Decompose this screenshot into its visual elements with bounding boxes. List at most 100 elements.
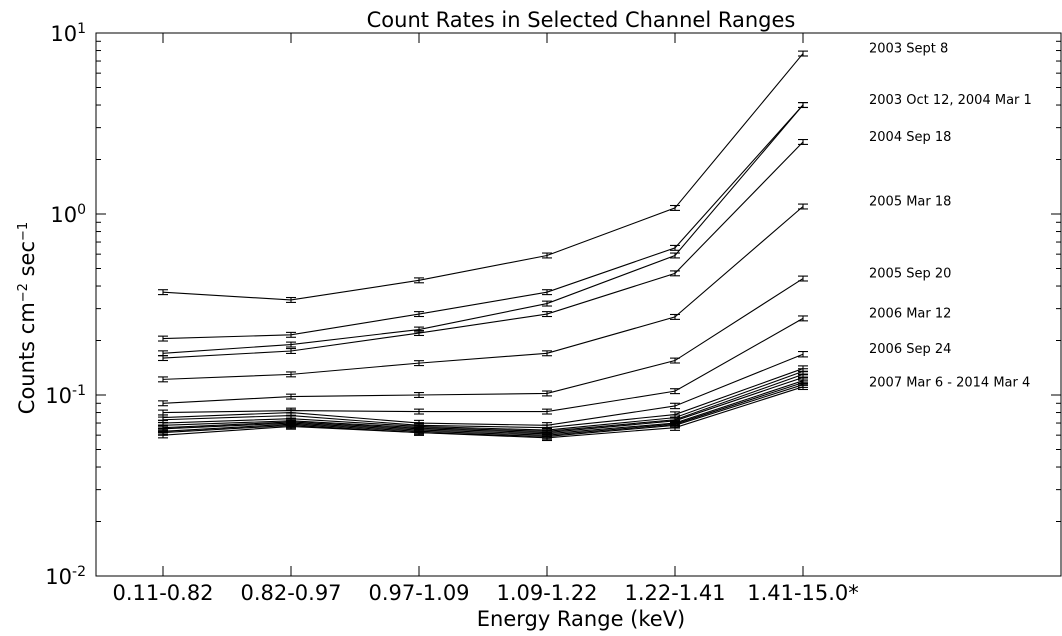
data-point — [798, 203, 808, 210]
series-4 — [158, 138, 808, 362]
data-point — [286, 348, 296, 355]
data-point — [286, 341, 296, 348]
series-line — [162, 104, 804, 354]
x-tick-label: 1.41-15.0* — [747, 581, 859, 605]
series-line — [162, 206, 804, 380]
y-tick-base: 10 — [50, 22, 77, 46]
series-annotation: 2003 Sept 8 — [869, 42, 948, 57]
series-6 — [158, 275, 808, 407]
data-point — [158, 289, 168, 296]
series-1 — [158, 50, 808, 303]
series-line — [162, 317, 804, 414]
data-point — [414, 277, 424, 284]
data-point — [414, 429, 424, 436]
data-point — [798, 50, 808, 57]
data-point — [542, 311, 552, 318]
data-point — [414, 360, 424, 367]
series-annotation: 2004 Sep 18 — [869, 130, 951, 145]
data-point — [286, 393, 296, 400]
data-point — [542, 289, 552, 296]
series-annotation: 2006 Sep 24 — [869, 342, 951, 357]
data-point — [158, 376, 168, 383]
data-point — [542, 408, 552, 415]
series-annotation: 2005 Sep 20 — [869, 267, 951, 282]
data-point — [286, 296, 296, 303]
data-point — [670, 388, 680, 395]
x-tick-label: 1.22-1.41 — [624, 581, 725, 605]
series-line — [162, 53, 804, 301]
series-line — [162, 370, 804, 431]
x-tick-label: 0.82-0.97 — [240, 581, 341, 605]
data-point — [670, 424, 680, 431]
data-point — [542, 390, 552, 397]
y-axis-label-exp1: −2 — [16, 283, 31, 302]
series-16 — [158, 383, 808, 442]
data-point — [798, 102, 808, 109]
series-line — [162, 386, 804, 439]
data-point — [158, 355, 168, 362]
data-point — [286, 423, 296, 430]
series-7 — [158, 315, 808, 416]
data-point — [286, 371, 296, 378]
data-point — [670, 252, 680, 259]
data-point — [670, 402, 680, 410]
series-line — [162, 141, 804, 359]
data-point — [798, 275, 808, 282]
y-tick-label: 10-2 — [45, 564, 86, 589]
y-tick-base: 10 — [45, 565, 72, 589]
x-axis-label: Energy Range (keV) — [477, 607, 686, 631]
y-tick-exp: 0 — [77, 202, 86, 218]
y-tick-label: 101 — [50, 21, 86, 46]
series-line — [162, 278, 804, 404]
data-point — [798, 350, 808, 358]
series-line — [162, 368, 804, 429]
series-group — [158, 50, 808, 442]
series-line — [162, 380, 804, 435]
y-axis-label-main: Counts cm — [15, 302, 39, 414]
series-annotation: 2003 Oct 12, 2004 Mar 1 — [869, 93, 1032, 108]
data-point — [542, 434, 552, 442]
series-line — [162, 104, 804, 340]
y-axis-label-mid: sec — [15, 241, 39, 283]
data-point — [286, 331, 296, 338]
x-tick-label: 1.09-1.22 — [496, 581, 597, 605]
data-point — [798, 315, 808, 322]
data-point — [670, 244, 680, 251]
series-5 — [158, 203, 808, 383]
data-point — [542, 300, 552, 307]
annotations: 2003 Sept 8 2003 Oct 12, 2004 Mar 1 2004 S… — [869, 42, 1032, 391]
y-tick-label: 100 — [50, 202, 86, 227]
data-point — [414, 392, 424, 398]
data-point — [158, 400, 168, 407]
y-axis-label: Counts cm−2 sec−1 — [15, 222, 39, 414]
series-annotation: 2005 Mar 18 — [869, 195, 951, 210]
y-axis-label-exp2: −1 — [16, 222, 31, 241]
chart-title: Count Rates in Selected Channel Ranges — [367, 8, 796, 32]
series-line — [162, 373, 804, 432]
data-point — [670, 313, 680, 320]
data-point — [414, 330, 424, 337]
series-annotation: 2007 Mar 6 - 2014 Mar 4 — [869, 376, 1030, 391]
series-line — [162, 353, 804, 426]
y-tick-base: 10 — [50, 203, 77, 227]
series-2 — [158, 102, 808, 342]
data-point — [542, 252, 552, 259]
data-point — [414, 408, 424, 415]
data-point — [158, 431, 168, 439]
y-tick-exp: 1 — [77, 21, 86, 37]
data-point — [798, 138, 808, 145]
x-tick-label: 0.97-1.09 — [368, 581, 469, 605]
data-point — [414, 311, 424, 318]
y-tick-exp: -2 — [72, 564, 86, 580]
plot-area — [95, 32, 1062, 577]
data-point — [798, 383, 808, 391]
x-tick-label: 0.11-0.82 — [112, 581, 213, 605]
y-tick-exp: -1 — [72, 383, 86, 399]
y-tick-label: 10-1 — [45, 383, 86, 408]
data-point — [670, 357, 680, 364]
data-point — [670, 270, 680, 277]
series-annotation: 2006 Mar 12 — [869, 306, 951, 321]
y-tick-base: 10 — [45, 384, 72, 408]
